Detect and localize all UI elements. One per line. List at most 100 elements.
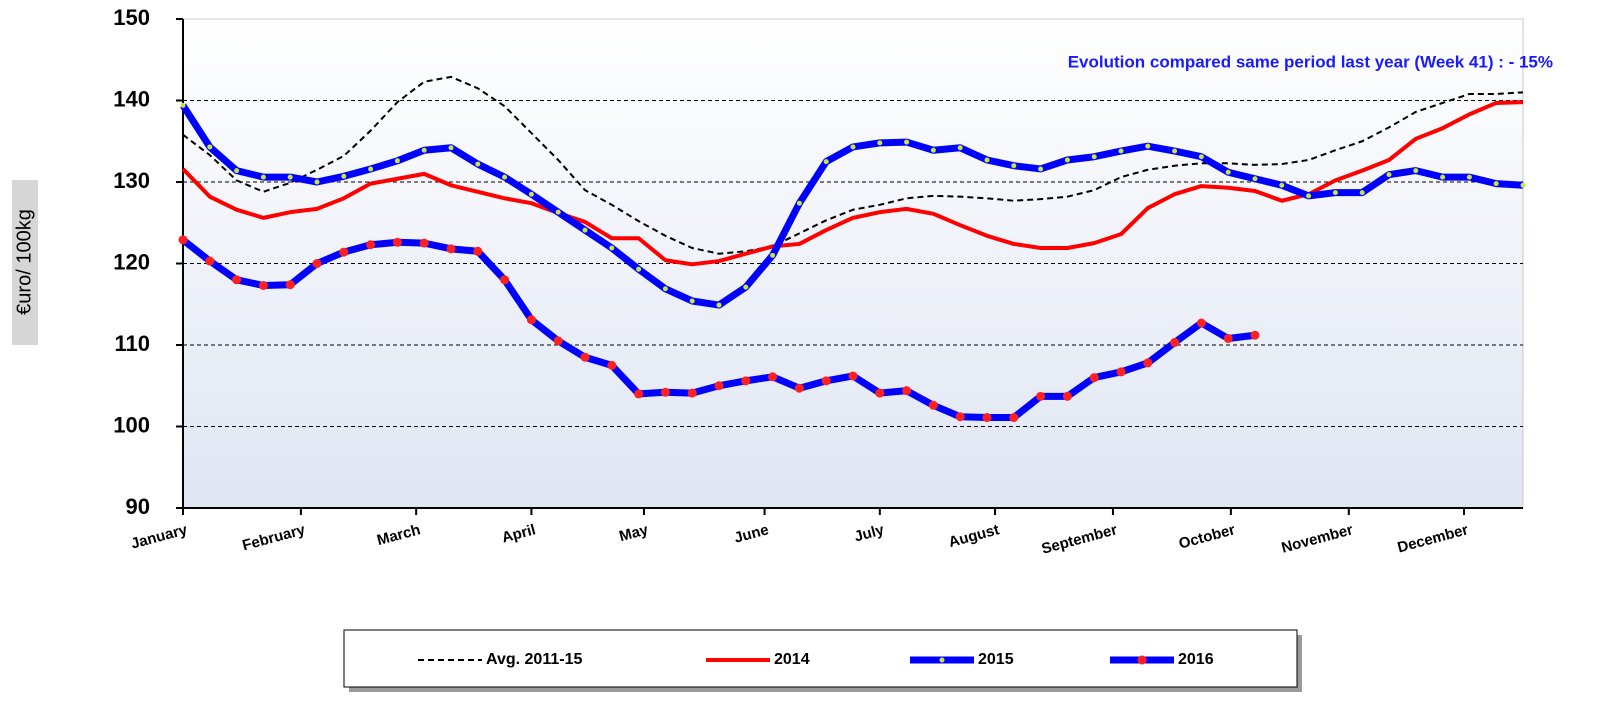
marker [794,383,804,393]
marker [1306,193,1312,199]
marker [1009,413,1019,423]
legend-label: 2016 [1178,651,1214,668]
marker [662,286,668,292]
marker [743,284,749,290]
y-tick-label: 90 [126,494,150,519]
x-tick-label: July [852,521,886,545]
marker [475,161,481,167]
marker [392,237,402,247]
annotation: Evolution compared same period last year… [1068,52,1553,71]
marker [823,159,829,165]
x-tick-label: December [1396,521,1471,556]
marker [1091,154,1097,160]
marker [1116,367,1126,377]
marker [419,238,429,248]
x-tick-label: February [241,521,308,554]
x-tick-label: November [1280,521,1355,556]
marker [902,386,912,396]
x-tick-label: May [617,521,650,545]
marker [1440,174,1446,180]
marker [502,174,508,180]
marker [314,179,320,185]
y-tick-label: 120 [113,249,150,274]
marker [1279,182,1285,188]
marker [609,245,615,251]
y-tick-label: 150 [113,5,150,30]
marker [984,157,990,163]
marker [1064,157,1070,163]
marker [234,168,240,174]
marker [1359,190,1365,196]
marker [687,388,697,398]
marker [1170,338,1180,348]
marker [1145,143,1151,149]
marker [1413,168,1419,174]
marker [1118,148,1124,154]
marker [207,144,213,150]
marker [287,174,293,180]
y-tick-label: 130 [113,168,150,193]
marker [394,158,400,164]
y-tick-label: 140 [113,86,150,111]
x-tick-label: August [947,521,1001,551]
marker [714,381,724,391]
series-line [181,100,1524,267]
marker [260,174,266,180]
marker [341,173,347,179]
marker [555,209,561,215]
marker [339,247,349,257]
marker [285,280,295,290]
marker [1196,318,1206,328]
marker [1332,190,1338,196]
marker [526,315,536,325]
marker [955,412,965,422]
marker [607,360,617,370]
marker [232,275,242,285]
marker [1223,333,1233,343]
marker [957,145,963,151]
marker [877,140,883,146]
x-tick-label: June [732,521,770,546]
marker [1089,373,1099,383]
legend-marker [1137,655,1147,665]
marker [928,400,938,410]
marker [368,166,374,172]
marker [580,352,590,362]
y-axis-label: €uro/ 100kg [13,209,35,315]
marker [312,259,322,268]
marker [1466,174,1472,180]
marker [1011,163,1017,169]
marker [821,376,831,386]
series-line [182,75,1524,255]
marker [660,387,670,397]
marker [796,200,802,206]
y-label-box [12,180,38,345]
x-tick-label: March [375,521,422,549]
marker [258,281,268,291]
legend-label: 2014 [774,651,810,668]
marker [634,389,644,399]
plot-area [182,18,1524,509]
marker [1036,391,1046,401]
marker [848,371,858,381]
marker [528,191,534,197]
marker [582,227,588,233]
marker [473,246,483,256]
y-tick-label: 110 [115,331,151,356]
marker [178,235,188,245]
legend-marker [939,657,945,663]
marker [553,336,563,346]
marker [636,266,642,272]
marker [1143,358,1153,368]
marker [770,252,776,258]
marker [446,244,456,254]
marker [1225,169,1231,175]
marker [930,147,936,153]
marker [768,372,778,382]
marker [1172,148,1178,154]
marker [1198,154,1204,160]
marker [1038,166,1044,172]
legend-label: 2015 [978,651,1014,668]
legend-label: Avg. 2011-15 [486,651,582,668]
